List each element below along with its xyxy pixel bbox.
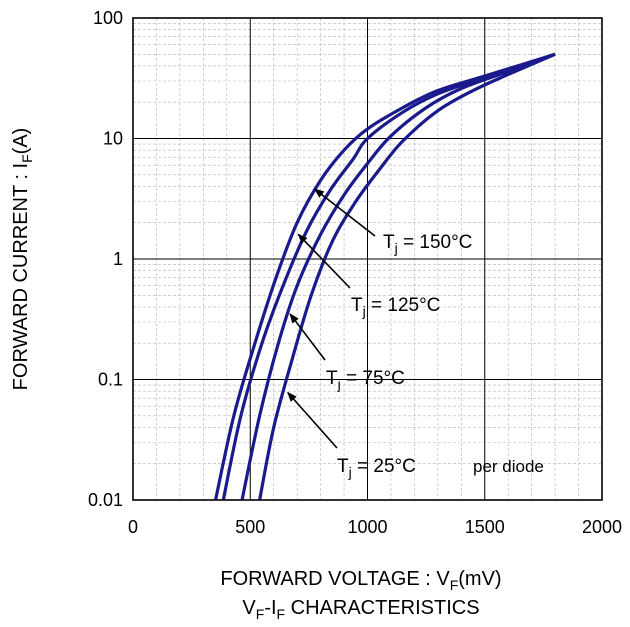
x-axis-title-unit: (mV) — [458, 568, 501, 590]
chart-caption: VF-IF CHARACTERISTICS — [242, 597, 479, 622]
caption-sub-f2: F — [277, 606, 286, 622]
series-label-2: Tj = 125°C — [351, 295, 440, 319]
y-tick-label: 10 — [103, 129, 123, 149]
series-arrow-2 — [297, 233, 351, 289]
per-diode-note: per diode — [473, 457, 544, 476]
series-layer — [213, 52, 556, 501]
caption-rest: CHARACTERISTICS — [285, 597, 479, 619]
x-tick-label: 500 — [235, 517, 265, 537]
y-tick-label: 0.1 — [98, 370, 123, 390]
y-axis-title: FORWARD CURRENT : IF(A) — [10, 128, 35, 391]
y-tick-label: 1 — [113, 249, 123, 269]
series-arrow-1 — [313, 188, 376, 237]
y-tick-label: 0.01 — [88, 490, 123, 510]
y-axis-title-unit: (A) — [10, 128, 32, 155]
series-line-2 — [221, 52, 556, 501]
series-line-4 — [258, 52, 556, 501]
series-arrow-3 — [289, 313, 326, 361]
x-tick-label: 2000 — [582, 517, 622, 537]
series-label-4: Tj = 25°C — [337, 456, 416, 480]
caption-v: V — [242, 597, 256, 619]
series-arrow-4 — [287, 391, 338, 449]
caption-dash-i: -I — [264, 597, 276, 619]
x-tick-label: 0 — [128, 517, 138, 537]
series-label-1: Tj = 150°C — [383, 232, 472, 256]
tick-label-layer: 0 500 1000 1500 2000 0.01 0.1 1 10 100 — [88, 8, 622, 537]
x-tick-label: 1000 — [347, 517, 387, 537]
series-label-3: Tj = 75°C — [326, 368, 405, 392]
series-line-3 — [240, 52, 556, 501]
y-axis-title-main: FORWARD CURRENT : I — [10, 163, 32, 390]
caption-sub-f1: F — [256, 606, 265, 622]
y-axis-title-subscript: F — [19, 154, 35, 163]
annotation-layer: Tj = 150°C Tj = 125°C Tj = 75°C Tj = 25°C — [287, 188, 472, 480]
x-tick-label: 1500 — [465, 517, 505, 537]
plot-frame — [132, 17, 603, 501]
x-axis-title: FORWARD VOLTAGE : VF(mV) — [220, 568, 501, 593]
series-line-1 — [213, 52, 556, 501]
x-axis-title-subscript: F — [450, 577, 459, 593]
x-axis-title-main: FORWARD VOLTAGE : V — [220, 568, 450, 590]
y-tick-label: 100 — [93, 8, 123, 28]
